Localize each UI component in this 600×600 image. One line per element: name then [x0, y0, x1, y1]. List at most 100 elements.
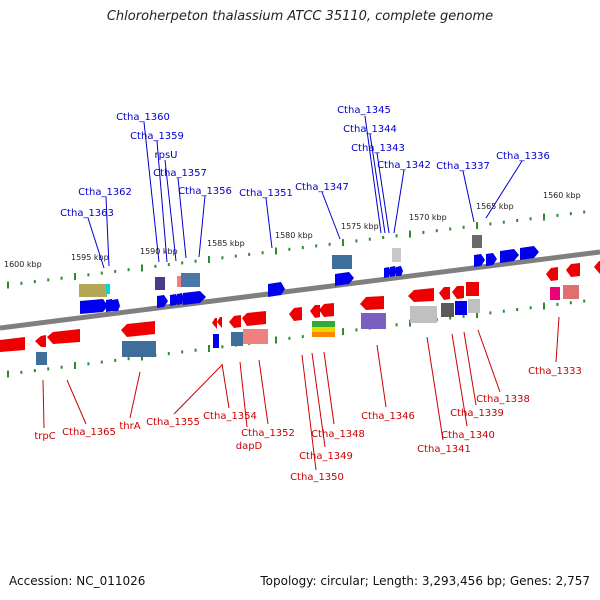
genome-backbone [0, 249, 600, 331]
gene-feature[interactable] [79, 284, 107, 297]
gene-label[interactable]: Ctha_1342 [377, 160, 431, 171]
gene-feature[interactable] [155, 277, 165, 290]
gene-arrow[interactable] [566, 263, 580, 277]
gene-feature[interactable] [410, 306, 437, 323]
gene-arrow[interactable] [439, 287, 450, 300]
gene-feature[interactable] [312, 321, 335, 327]
leader-line [376, 344, 387, 408]
gene-label[interactable]: Ctha_1346 [361, 411, 415, 422]
gene-arrow[interactable] [594, 261, 600, 274]
gene-feature[interactable] [466, 282, 479, 296]
gene-label[interactable]: Ctha_1357 [153, 168, 207, 179]
gene-arrow[interactable] [520, 246, 539, 260]
gene-label[interactable]: Ctha_1359 [130, 131, 184, 142]
gene-arrow[interactable] [319, 303, 334, 317]
gene-arrow[interactable] [310, 305, 320, 318]
gene-arrow[interactable] [0, 337, 25, 352]
gene-label[interactable]: Ctha_1337 [436, 161, 490, 172]
leader-line [462, 170, 475, 223]
gene-feature[interactable] [213, 334, 219, 348]
gene-arrow[interactable] [396, 266, 403, 276]
gene-arrow[interactable] [229, 315, 241, 328]
reverse-genes [0, 261, 600, 365]
gene-label[interactable]: Ctha_1354 [203, 411, 257, 422]
gene-arrow[interactable] [35, 335, 46, 347]
gene-feature[interactable] [455, 301, 467, 315]
gene-label[interactable]: Ctha_1351 [239, 188, 293, 199]
gene-feature[interactable] [177, 276, 181, 287]
leader-line [265, 197, 273, 249]
gene-feature[interactable] [472, 235, 482, 248]
gene-arrow[interactable] [217, 317, 222, 328]
gene-feature[interactable] [550, 287, 560, 300]
gene-label[interactable]: Ctha_1350 [290, 472, 344, 483]
gene-arrow[interactable] [289, 307, 302, 321]
gene-label[interactable]: Ctha_1355 [146, 417, 200, 428]
gene-arrow[interactable] [121, 321, 155, 337]
gene-arrow[interactable] [360, 296, 384, 310]
gene-feature[interactable] [312, 327, 335, 332]
gene-arrow[interactable] [474, 254, 485, 267]
gene-feature[interactable] [332, 255, 352, 269]
forward-leader-lines [87, 115, 523, 269]
gene-label[interactable]: trpC [34, 431, 55, 442]
gene-arrow[interactable] [212, 318, 217, 329]
gene-arrow[interactable] [335, 272, 354, 286]
leader-line [198, 195, 206, 258]
gene-label[interactable]: Ctha_1343 [351, 143, 405, 154]
gene-arrow[interactable] [500, 249, 519, 263]
gene-feature[interactable] [36, 352, 47, 365]
gene-arrow[interactable] [112, 299, 120, 311]
gene-arrow[interactable] [47, 329, 80, 344]
gene-arrow[interactable] [157, 295, 168, 308]
gene-label[interactable]: Ctha_1340 [441, 430, 495, 441]
gene-feature[interactable] [312, 332, 335, 337]
gene-label[interactable]: dapD [236, 441, 263, 452]
gene-feature[interactable] [122, 341, 156, 357]
gene-label[interactable]: Ctha_1363 [60, 208, 114, 219]
gene-arrow[interactable] [177, 293, 184, 305]
gene-label[interactable]: Ctha_1338 [476, 394, 530, 405]
leader-line [393, 169, 405, 234]
leader-line [485, 160, 523, 219]
gene-arrow[interactable] [242, 311, 266, 326]
gene-arrow[interactable] [546, 267, 558, 281]
gene-arrow[interactable] [384, 267, 391, 278]
gene-label[interactable]: Ctha_1365 [62, 427, 116, 438]
gene-feature[interactable] [106, 284, 110, 294]
gene-arrow[interactable] [452, 286, 464, 299]
gene-label[interactable]: Ctha_1352 [241, 428, 295, 439]
gene-label[interactable]: Ctha_1333 [528, 366, 582, 377]
gene-feature[interactable] [231, 332, 243, 346]
gene-arrow[interactable] [390, 266, 397, 277]
gene-feature[interactable] [468, 299, 480, 313]
gene-label[interactable]: Ctha_1362 [78, 187, 132, 198]
gene-arrow[interactable] [183, 291, 206, 305]
gene-feature[interactable] [361, 313, 386, 329]
gene-feature[interactable] [563, 285, 579, 299]
gene-label[interactable]: Ctha_1345 [337, 105, 391, 116]
gene-label[interactable]: Ctha_1339 [450, 408, 504, 419]
gene-label[interactable]: thrA [119, 421, 140, 432]
gene-arrow[interactable] [170, 294, 179, 306]
gene-arrow[interactable] [80, 299, 108, 314]
gene-feature[interactable] [181, 273, 200, 287]
gene-label[interactable]: Ctha_1349 [299, 451, 353, 462]
gene-label[interactable]: Ctha_1347 [295, 182, 349, 193]
gene-arrow[interactable] [408, 288, 434, 302]
gene-arrow[interactable] [268, 282, 285, 297]
gene-label[interactable]: rpsU [155, 150, 178, 161]
gene-label[interactable]: Ctha_1336 [496, 151, 550, 162]
gene-label[interactable]: Ctha_1356 [178, 186, 232, 197]
gene-label[interactable]: Ctha_1344 [343, 124, 397, 135]
gene-arrow[interactable] [486, 253, 497, 266]
gene-feature[interactable] [441, 303, 454, 317]
gene-label[interactable]: Ctha_1341 [417, 444, 471, 455]
gene-feature[interactable] [243, 329, 268, 344]
gene-label[interactable]: Ctha_1360 [116, 112, 170, 123]
gene-label[interactable]: Ctha_1348 [311, 429, 365, 440]
leader-line [87, 217, 105, 269]
scale-label: 1565 kbp [476, 202, 514, 211]
gene-feature[interactable] [392, 248, 401, 262]
